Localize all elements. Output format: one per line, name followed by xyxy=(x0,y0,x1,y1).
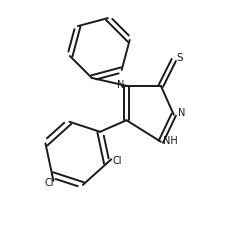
Text: N: N xyxy=(178,108,185,117)
Text: NH: NH xyxy=(163,136,178,146)
Text: N: N xyxy=(117,80,124,90)
Text: Cl: Cl xyxy=(112,156,122,166)
Text: Cl: Cl xyxy=(44,178,54,188)
Text: S: S xyxy=(176,53,183,63)
